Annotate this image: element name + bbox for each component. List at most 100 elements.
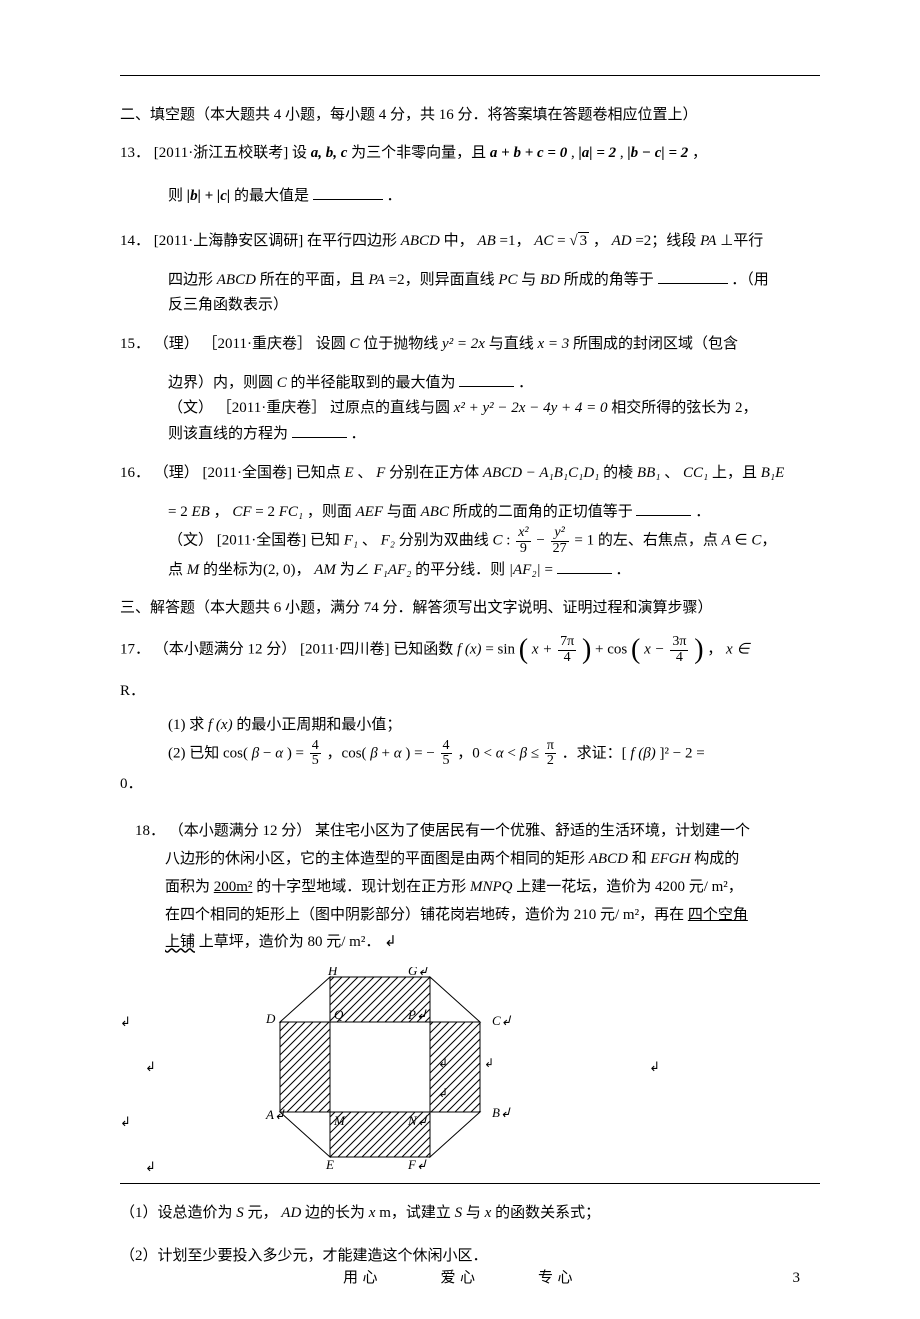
q17-p2d: ，cos( [327, 745, 371, 761]
q15-number: 15． [120, 336, 150, 352]
q15-wen-line2: 则该直线的方程为 [168, 426, 288, 442]
q16-AM: AM [314, 562, 336, 578]
fig-label-Q: Q [334, 1007, 344, 1022]
q16-number: 16． [120, 465, 150, 481]
q16-li-src: [2011·全国卷] [203, 465, 292, 481]
q17-tail: ， [707, 642, 722, 658]
q16-li2e: 与面 [387, 504, 421, 520]
q14-t1: 在平行四边形 [307, 233, 401, 249]
q16-EB: EB [191, 504, 209, 520]
footer-page-number: 3 [793, 1267, 801, 1290]
q16-wen-period: ． [615, 562, 630, 578]
q14-t2: 中， [444, 233, 474, 249]
q17-p2f: ) = − [405, 745, 434, 761]
q18-t8: 上铺 [165, 934, 195, 950]
q17-pre: （本小题满分 12 分） [154, 642, 297, 658]
q18-efgh: EFGH [650, 851, 690, 867]
q13-line2-expr: |b| + |c| [187, 188, 230, 204]
q14-sqrt3-val: 3 [578, 232, 590, 249]
q17-alpha-3: α [496, 745, 504, 761]
fig-label-H: H [327, 967, 338, 978]
q16-FC1: FC₁ [279, 504, 303, 520]
q18-t3: 和 [632, 851, 651, 867]
q14-line3: 反三角函数表示） [168, 297, 288, 313]
q13-line2-post: 的最大值是 [234, 188, 309, 204]
question-16: 16． （理） [2011·全国卷] 已知点 E 、 F 分别在正方体 ABCD… [120, 462, 820, 583]
q18-abcd: ABCD [589, 851, 628, 867]
q17-R: R． [120, 683, 145, 699]
q16-li2d: ，则面 [307, 504, 356, 520]
q17-p1b: 的最小正周期和最小值； [236, 717, 401, 733]
q18-part2: （2）计划至少要投入多少元，才能建造这个休闲小区． [120, 1245, 820, 1268]
figure-bottom-rule [120, 1183, 820, 1184]
q15-wen-tag: （文） [168, 400, 213, 416]
q16-wen-blank [557, 558, 612, 574]
q15-li-tag: （理） [154, 336, 199, 352]
q17-eq: = sin [485, 642, 515, 658]
q17-t1: 已知函数 [393, 642, 457, 658]
q16-wen-t3: = 1 的左、右焦点，点 [574, 533, 721, 549]
q16-li2f: 所成的二面角的正切值等于 [453, 504, 633, 520]
q18-t6: 上建一花坛，造价为 4200 元/ m²， [516, 879, 743, 895]
q13-sep1: , [571, 145, 575, 161]
q16-CF: CF [232, 504, 251, 520]
q17-a1-den: 4 [558, 651, 576, 666]
q17-p2i: ≤ [531, 745, 543, 761]
q16-wen2c: 为∠ [340, 562, 370, 578]
q14-tail-note: ．（用 [731, 272, 769, 288]
q18-area: 200m² [214, 879, 253, 895]
q16-li-blank [636, 500, 691, 516]
fig-label-N: N↲ [407, 1113, 428, 1128]
q17-p2k: ]² − 2 = [660, 745, 705, 761]
q17-f45n-2: 4 [441, 739, 452, 755]
q16-ABC: ABC [421, 504, 449, 520]
q18-S: S [236, 1205, 244, 1221]
q17-beta-2: β [370, 745, 377, 761]
q17-p1: (1) 求 [168, 717, 208, 733]
fig-label-D: D [265, 1011, 276, 1026]
q18-figure-svg: H G↲ D Q P↲ C↲ ↲ ↲ ↲ A↲ M N↲ B↲ E F↲ [240, 967, 540, 1172]
q17-alpha-2: α [394, 745, 402, 761]
q16-E: E [344, 465, 353, 481]
q18-p1a: （1）设总造价为 [120, 1205, 236, 1221]
q16-frac2-den: 27 [551, 542, 569, 557]
q18-t5b: 的十字型地域．现计划在正方形 [256, 879, 470, 895]
q16-F: F [376, 465, 385, 481]
q18-AD: AD [281, 1205, 301, 1221]
q16-B1E: B₁E [761, 465, 785, 481]
q17-src: [2011·四川卷] [300, 642, 389, 658]
q17-f45d-1: 5 [310, 754, 321, 769]
q13-vectors: a, b, c [311, 145, 348, 161]
section-3-heading: 三、解答题（本大题共 6 小题，满分 74 分．解答须写出文字说明、证明过程和演… [120, 597, 820, 620]
stray-marker-1: ↲ [120, 1012, 131, 1032]
q18-t7: 在四个相同的矩形上（图中阴影部分）铺花岗岩地砖，造价为 210 元/ m²，再在 [165, 907, 684, 923]
page-root: 二、填空题（本大题共 4 小题，每小题 4 分，共 16 分．将答案填在答题卷相… [0, 0, 920, 1319]
q17-frac45-1: 4 5 [308, 739, 323, 769]
q16-CC1: CC₁ [683, 465, 708, 481]
q17-number: 17． [120, 642, 150, 658]
q17-zero: 0． [120, 776, 143, 792]
q14-comma: ， [593, 233, 608, 249]
fig-label-E: E [325, 1157, 334, 1172]
q14-ac: AC [534, 233, 553, 249]
q15-li-t3: 与直线 [489, 336, 538, 352]
q16-wen-t1: 已知 [310, 533, 344, 549]
q15-C: C [350, 336, 360, 352]
q16-absAF2: |AF₂| [509, 562, 541, 578]
q16-minus: − [536, 533, 548, 549]
q13-tail: ， [692, 145, 707, 161]
q15-li-line2a: 边界）内，则圆 [168, 375, 277, 391]
q16-wen-t4: ∈ [735, 533, 748, 549]
q17-fx-2: f (x) [208, 717, 233, 733]
q18-figure: ↲ ↲ ↲ ↲ ↲ H G↲ D [120, 967, 820, 1177]
q17-arg1a: x + [532, 642, 553, 658]
q18-p2: （2）计划至少要投入多少元，才能建造这个休闲小区． [120, 1248, 488, 1264]
q18-pre: （本小题满分 12 分） [169, 823, 312, 839]
q17-p2g: ，0 < [457, 745, 495, 761]
q16-li-t1: 已知点 [296, 465, 345, 481]
q14-pc: PC [498, 272, 517, 288]
q17-beta: β [252, 745, 259, 761]
fig-label-B: B↲ [492, 1105, 511, 1120]
q15-wen-t2: 相交所得的弦长为 2， [611, 400, 757, 416]
q16-sep-bb: 、 [664, 465, 679, 481]
